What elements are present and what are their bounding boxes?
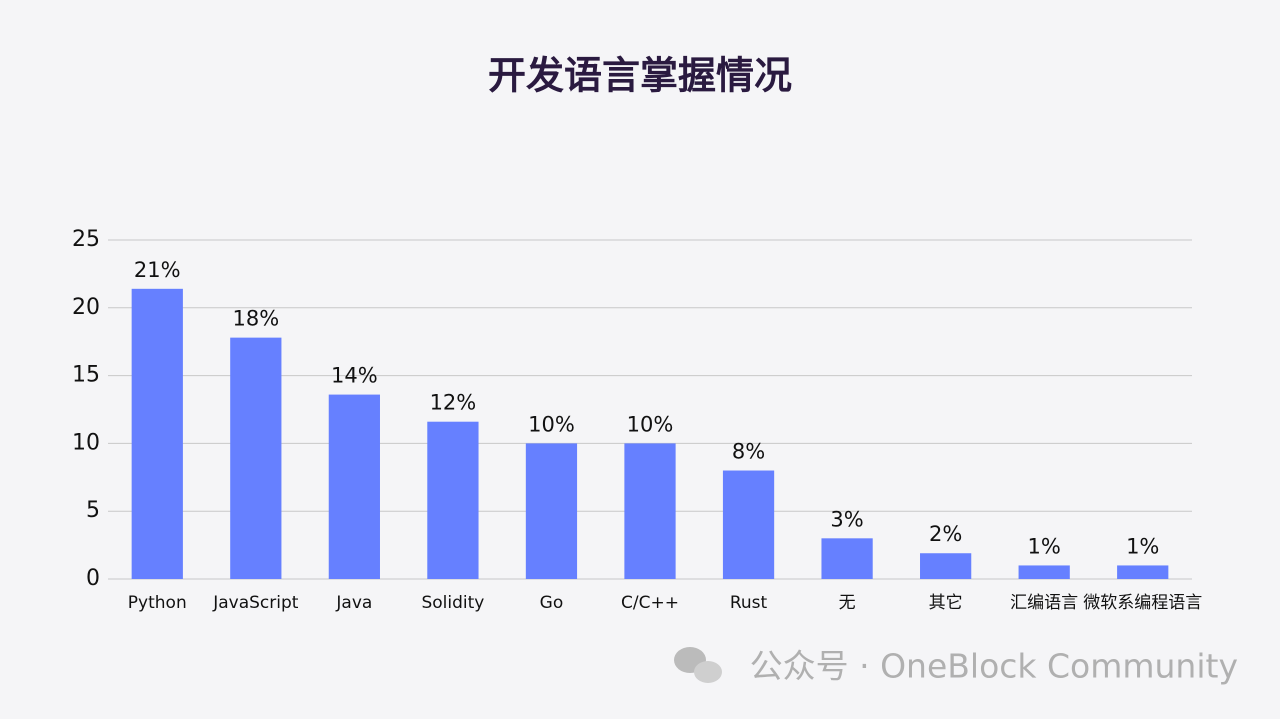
x-tick-label: Java	[335, 593, 372, 613]
value-label: 14%	[331, 364, 378, 388]
x-tick-label: 其它	[929, 593, 963, 613]
x-tick-label: 微软系编程语言	[1083, 593, 1202, 613]
bar	[1018, 565, 1070, 579]
x-tick-label: Python	[128, 593, 187, 613]
bar	[328, 394, 380, 579]
value-label: 18%	[232, 307, 279, 331]
x-tick-label: Go	[540, 593, 564, 613]
y-tick-label: 15	[72, 363, 100, 388]
value-label: 12%	[430, 391, 477, 415]
bar	[427, 421, 479, 579]
bar	[131, 288, 183, 579]
value-label: 1%	[1028, 534, 1061, 558]
value-label: 10%	[627, 412, 674, 436]
x-tick-label: Rust	[730, 593, 768, 613]
chart-title: 开发语言掌握情况	[488, 54, 792, 98]
bar	[230, 337, 282, 579]
value-label: 21%	[134, 258, 181, 282]
bar	[1117, 565, 1169, 579]
x-tick-label: JavaScript	[212, 593, 299, 613]
y-tick-label: 25	[72, 227, 100, 252]
bar	[525, 443, 578, 579]
value-label: 1%	[1126, 534, 1159, 558]
bar	[722, 470, 775, 579]
y-tick-label: 20	[72, 295, 100, 320]
y-tick-label: 0	[86, 566, 100, 591]
x-tick-label: 无	[839, 593, 856, 613]
value-label: 2%	[929, 522, 962, 546]
value-label: 10%	[528, 412, 575, 436]
y-tick-label: 10	[72, 430, 100, 455]
x-tick-label: Solidity	[421, 593, 484, 613]
bar	[920, 553, 972, 579]
bar	[624, 443, 676, 579]
watermark: 公众号 · OneBlock Community	[750, 647, 1238, 686]
value-label: 3%	[830, 507, 863, 531]
watermark-icon	[674, 647, 722, 683]
y-tick-label: 5	[86, 498, 100, 523]
bar	[821, 538, 873, 579]
x-tick-label: 汇编语言	[1010, 593, 1078, 613]
x-tick-label: C/C++	[621, 593, 679, 613]
value-label: 8%	[732, 440, 765, 464]
